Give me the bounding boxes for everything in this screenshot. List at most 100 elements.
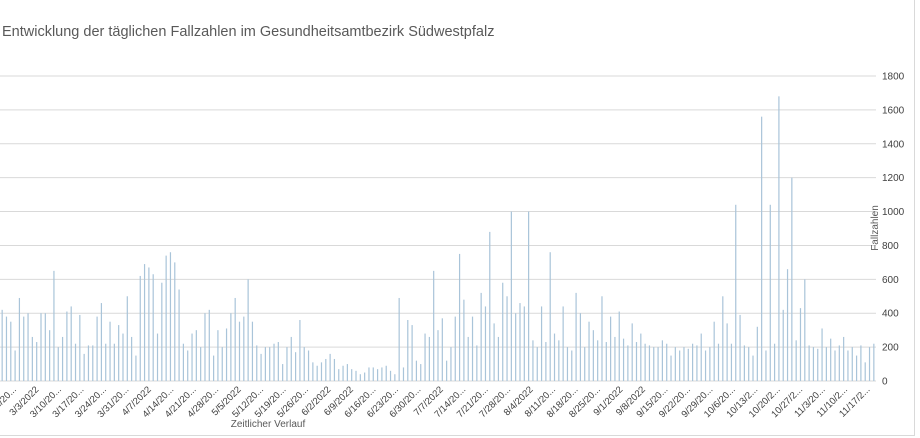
bar [773,343,776,381]
bar [601,296,603,381]
bar [493,323,495,381]
bar [269,347,271,381]
bar [648,345,651,381]
bar [49,330,51,381]
bar [571,350,573,381]
bar [264,347,266,381]
bar [791,177,793,381]
bar [786,269,789,381]
bar [860,345,862,381]
bar [53,270,55,381]
bar [402,367,405,381]
bar [169,252,172,381]
bar [825,347,827,381]
bar [735,204,737,381]
bar [709,347,711,381]
bar [808,345,810,381]
y-axis-title: Fallzahlen [870,205,881,251]
bar [463,299,465,381]
bar [213,355,215,381]
bar [79,314,81,381]
bar [743,345,745,381]
bar [873,343,875,381]
bar [381,367,383,381]
bar [182,343,184,381]
bar [644,343,646,381]
bar [87,345,90,381]
bar [545,342,547,381]
bar [515,313,517,381]
bar [394,374,396,381]
bar [152,274,154,381]
bar [782,309,784,381]
bar [273,343,275,381]
bar [299,320,301,381]
bar [424,333,426,381]
bar [195,330,197,381]
bar [74,343,77,381]
bar [428,336,430,381]
bar [118,325,120,381]
bar [761,116,763,382]
bar [752,355,754,381]
bar [66,311,68,381]
bar [316,365,318,381]
bar [683,347,685,381]
bar [325,358,327,381]
bar [1,309,3,381]
bar [303,347,305,381]
bar [156,333,159,381]
bar [139,275,141,381]
bar [523,306,525,381]
bar [372,367,374,381]
bar [200,347,202,381]
bar [143,264,146,381]
y-tick-label: 1400 [882,139,905,150]
bar [692,343,694,381]
bar [31,336,33,381]
bar [597,340,599,381]
bar [666,343,668,381]
bar [657,347,659,381]
bar [437,330,439,381]
bar [204,313,206,381]
bar [605,342,607,381]
bar [519,303,521,381]
bar [778,96,780,381]
bar [329,353,331,381]
bar [351,369,353,381]
y-tick-label: 800 [882,241,899,252]
bar [497,336,500,381]
y-tick-label: 1000 [882,207,905,218]
bar [700,333,702,381]
bar [191,333,193,381]
bar [795,340,797,381]
bar [704,350,707,381]
bar [307,350,310,381]
bar [532,340,534,381]
chart-title: Entwicklung der täglichen Fallzahlen im … [2,24,495,40]
x-axis-title: Zeitlicher Verlauf [231,419,306,430]
bar [584,347,586,381]
bar [256,345,258,381]
bar [230,313,232,381]
bar [18,297,21,381]
y-tick-label: 1200 [882,173,905,184]
bar [234,297,236,381]
bar [843,336,845,381]
bar [588,321,590,381]
bar [855,355,858,381]
bar [131,336,133,381]
bar [618,311,620,381]
bar [696,345,698,381]
bar [756,326,758,381]
bar [627,345,629,381]
bar [92,345,94,381]
bar [670,355,672,381]
bar [148,267,150,381]
bar [359,374,361,381]
bar [122,333,124,381]
bar [847,350,849,381]
